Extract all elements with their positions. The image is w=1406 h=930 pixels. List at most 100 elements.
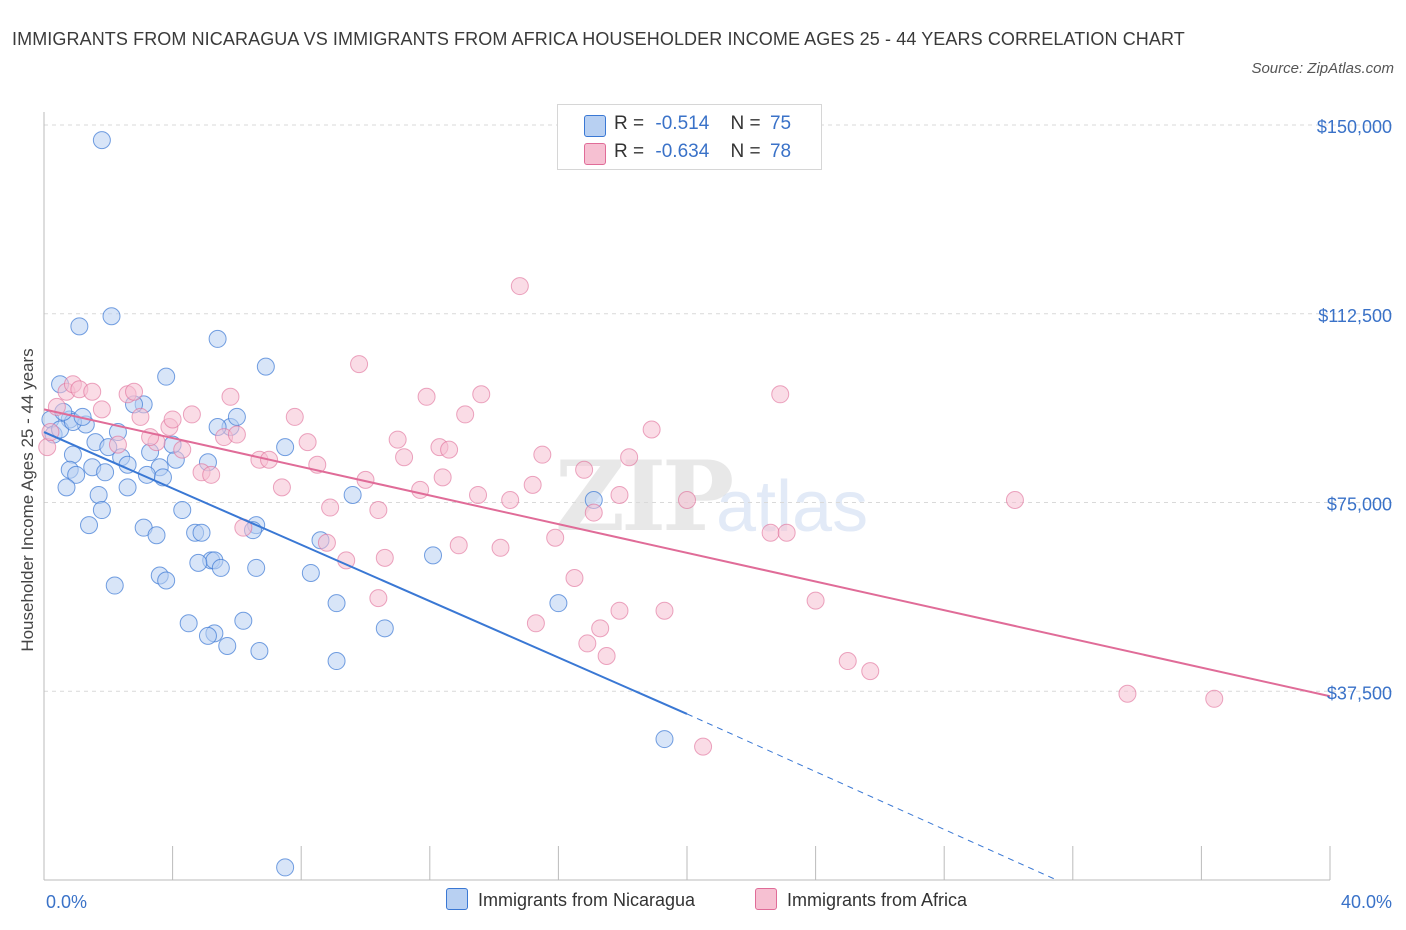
nicaragua-point (276, 858, 295, 877)
trend-lines (43, 408, 1331, 881)
africa-point (546, 528, 565, 547)
africa-point (838, 652, 857, 671)
africa-point (501, 490, 520, 509)
legend-label-africa: Immigrants from Africa (787, 890, 968, 910)
source-label: Source: ZipAtlas.com (1251, 60, 1394, 77)
y-tick-label: $75,000 (1327, 495, 1392, 515)
nicaragua-point (157, 571, 176, 590)
africa-point (777, 523, 796, 542)
nicaragua-point (327, 652, 346, 671)
africa-point (620, 448, 639, 467)
africa-point (591, 619, 610, 638)
africa-point (221, 387, 240, 406)
nicaragua-point (179, 614, 198, 633)
africa-point (456, 405, 475, 424)
africa-point (565, 569, 584, 587)
nicaragua-point (301, 563, 320, 582)
nicaragua-point (102, 307, 121, 326)
n-value: 78 (769, 141, 792, 162)
nicaragua-point (63, 445, 82, 464)
nicaragua-legend-swatch (446, 888, 468, 910)
legend-item-nicaragua[interactable]: Immigrants from Nicaragua (446, 888, 695, 911)
africa-point (806, 591, 825, 610)
africa-point (694, 737, 713, 756)
legend-item-africa[interactable]: Immigrants from Africa (755, 888, 967, 911)
africa-point (433, 468, 452, 487)
x-tick-label-max: 40.0% (1341, 892, 1392, 912)
stats-legend: R = -0.514 N = 75 R = -0.634 N = 78 (557, 104, 822, 170)
africa-point (417, 387, 436, 406)
r-value: -0.634 (655, 141, 710, 162)
africa-point (411, 480, 430, 499)
africa-point (285, 407, 304, 426)
africa-point (469, 485, 488, 504)
africa-point (173, 440, 192, 459)
n-label: N = (730, 113, 761, 134)
africa-point (526, 614, 545, 633)
nicaragua-point (57, 478, 76, 497)
africa-point (375, 548, 394, 567)
africa-point (369, 589, 388, 608)
africa-point (1005, 490, 1024, 509)
africa-swatch (584, 143, 606, 165)
nicaragua-point (189, 553, 208, 572)
nicaragua-point (227, 407, 246, 426)
africa-point (523, 475, 542, 494)
africa-point (298, 433, 317, 452)
nicaragua-point (192, 523, 211, 542)
nicaragua-point (211, 558, 230, 577)
nicaragua-point (67, 465, 86, 484)
axes (43, 112, 1331, 881)
africa-point (642, 420, 661, 439)
africa-point (491, 538, 510, 557)
africa-point (584, 503, 603, 522)
n-value: 75 (769, 113, 792, 134)
africa-point (125, 382, 144, 401)
africa-point (395, 448, 414, 467)
africa-point (1118, 684, 1137, 703)
africa-point (350, 355, 369, 374)
series-nicaragua-points (41, 131, 674, 877)
africa-point (575, 460, 594, 479)
africa-point (578, 634, 597, 653)
africa-point (1205, 689, 1224, 708)
y-tick-label: $37,500 (1327, 683, 1392, 703)
africa-point (92, 400, 111, 419)
nicaragua-point (118, 478, 137, 497)
nicaragua-point (234, 611, 253, 630)
africa-point (202, 465, 221, 484)
nicaragua-point (173, 501, 192, 520)
nicaragua-point (218, 636, 237, 655)
nicaragua-point (157, 367, 176, 386)
africa-point (131, 407, 150, 426)
africa-point (655, 601, 674, 620)
africa-point (472, 385, 491, 404)
r-label: R = (614, 141, 645, 162)
nicaragua-point (655, 730, 674, 749)
africa-point (182, 405, 201, 424)
africa-point (510, 277, 529, 296)
africa-point (761, 523, 780, 542)
legend-label-nicaragua: Immigrants from Nicaragua (478, 890, 696, 910)
africa-point (227, 425, 246, 444)
y-tick-label: $112,500 (1318, 306, 1392, 326)
africa-point (163, 410, 182, 429)
nicaragua-point (424, 546, 443, 565)
nicaragua-point (276, 438, 295, 457)
nicaragua-point (247, 558, 266, 577)
africa-point (317, 533, 336, 552)
y-tick-label: $150,000 (1317, 117, 1392, 137)
chart-title: IMMIGRANTS FROM NICARAGUA VS IMMIGRANTS … (12, 29, 1185, 49)
watermark-zip: ZIP (555, 440, 734, 553)
africa-point (369, 501, 388, 520)
africa-point (610, 601, 629, 620)
africa-point (388, 430, 407, 449)
africa-legend-swatch (755, 888, 777, 910)
nicaragua-point (256, 357, 275, 376)
nicaragua-point (327, 594, 346, 613)
africa-point (440, 440, 459, 459)
grid-lines (44, 124, 1392, 692)
nicaragua-point (208, 329, 227, 348)
r-label: R = (614, 113, 645, 134)
